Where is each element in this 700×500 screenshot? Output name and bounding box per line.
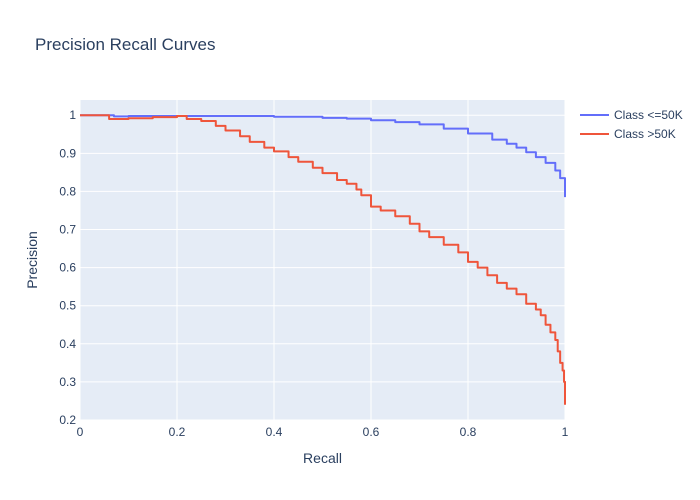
x-axis-label: Recall [303, 450, 342, 466]
y-tick-label: 0.2 [59, 413, 76, 427]
legend-item-0[interactable]: Class <=50K [580, 108, 683, 122]
x-tick-label: 0.8 [460, 425, 477, 439]
x-tick-label: 0.2 [169, 425, 186, 439]
x-tick-label: 0.6 [363, 425, 380, 439]
y-tick-label: 0.8 [59, 184, 76, 198]
legend[interactable]: Class <=50K Class >50K [580, 108, 683, 141]
series-line-0 [80, 114, 566, 198]
y-axis-label: Precision [24, 231, 40, 289]
x-tick-label: 0.4 [266, 425, 283, 439]
y-tick-label: 1 [69, 108, 76, 122]
x-tick-label: 1 [562, 425, 569, 439]
y-tick-label: 0.3 [59, 375, 76, 389]
y-tick-label: 0.4 [59, 337, 76, 351]
series-line-1 [80, 114, 566, 405]
chart-title: Precision Recall Curves [35, 35, 215, 54]
x-axis-ticks: 0 0.2 0.4 0.6 0.8 1 [77, 425, 569, 439]
y-tick-label: 0.9 [59, 146, 76, 160]
legend-label: Class >50K [614, 127, 676, 141]
y-tick-label: 0.5 [59, 299, 76, 313]
y-axis-ticks: 0.2 0.3 0.4 0.5 0.6 0.7 0.8 0.9 1 [59, 108, 76, 427]
y-tick-label: 0.7 [59, 223, 76, 237]
y-tick-label: 0.6 [59, 261, 76, 275]
legend-item-1[interactable]: Class >50K [580, 127, 676, 141]
x-tick-label: 0 [77, 425, 84, 439]
plot-area [80, 100, 565, 420]
legend-label: Class <=50K [614, 108, 683, 122]
series-layer [80, 114, 566, 405]
